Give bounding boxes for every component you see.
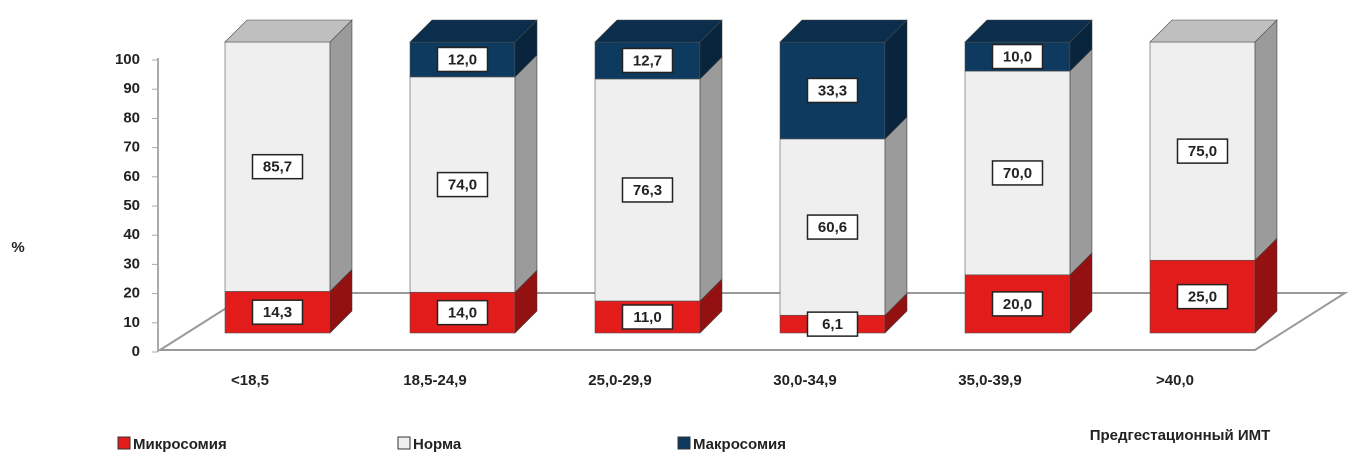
bar-side-shade	[515, 54, 537, 293]
data-label-box	[991, 160, 1044, 186]
data-label-box	[806, 77, 859, 104]
legend-label: Макросомия	[693, 436, 786, 453]
x-tick-label: 25,0-29,9	[588, 372, 651, 389]
data-label-box	[251, 299, 304, 325]
data-label: 70,0	[1003, 165, 1032, 182]
data-label: 75,0	[1188, 143, 1217, 160]
y-tick-label: 20	[123, 285, 140, 302]
data-label: 76,3	[633, 182, 662, 199]
data-label: 85,7	[263, 159, 292, 176]
data-label: 6,1	[822, 316, 843, 333]
data-label-box	[806, 214, 859, 240]
bar-side-shade	[700, 20, 722, 79]
data-label-box	[621, 304, 674, 330]
data-label: 60,6	[818, 219, 847, 236]
data-label-box	[1176, 138, 1229, 164]
x-tick-label: >40,0	[1156, 372, 1194, 389]
y-axis-title: %	[11, 239, 24, 256]
y-tick-label: 90	[123, 80, 140, 97]
bar-top-shade	[595, 20, 722, 42]
legend-swatch	[117, 436, 131, 450]
data-label: 25,0	[1188, 289, 1217, 306]
data-label: 20,0	[1003, 296, 1032, 313]
y-tick-label: 60	[123, 168, 140, 185]
data-label-box	[1176, 283, 1229, 310]
bar-top-shade	[1150, 20, 1277, 42]
data-label-box	[621, 47, 674, 74]
data-label-box	[436, 46, 489, 73]
bar-side-shade	[1070, 49, 1092, 275]
bar-side-shade	[700, 56, 722, 301]
y-tick-label: 70	[123, 139, 140, 156]
bar-side-shade	[1255, 20, 1277, 261]
y-tick-label: 10	[123, 314, 140, 331]
legend-swatch	[397, 436, 411, 450]
bar-side-shade	[515, 270, 537, 333]
bar-side-shade	[885, 116, 907, 316]
bar-top-shade	[410, 20, 537, 42]
data-label-box	[991, 43, 1044, 70]
bar-top-shade	[780, 20, 907, 42]
bar-side-shade	[1255, 238, 1277, 333]
bar-top	[964, 19, 1093, 43]
y-tick-label: 40	[123, 226, 140, 243]
y-tick-label: 80	[123, 109, 140, 126]
bar-side-shade	[330, 269, 352, 333]
data-label-box	[251, 153, 304, 180]
bar-top	[1149, 19, 1278, 43]
bar-top	[409, 19, 538, 43]
bar-top	[779, 19, 908, 43]
y-tick-label: 100	[115, 51, 140, 68]
bar-side-shade	[700, 278, 722, 333]
data-label: 12,0	[448, 51, 477, 68]
x-axis-title: Предгестационный ИМТ	[1090, 427, 1271, 444]
bar-side-shade	[885, 293, 907, 333]
y-tick-label: 0	[132, 343, 140, 360]
bar-side-shade	[1070, 20, 1092, 72]
data-label-box	[991, 291, 1044, 317]
data-label: 33,3	[818, 82, 847, 99]
bar-side-shade	[515, 20, 537, 77]
data-label: 10,0	[1003, 49, 1032, 66]
data-label: 11,0	[633, 309, 661, 326]
y-tick-label: 30	[123, 255, 140, 272]
data-label: 12,7	[633, 52, 662, 69]
bar-top	[224, 19, 353, 43]
legend-label: Микросомия	[133, 436, 227, 453]
legend-swatch	[677, 436, 691, 450]
data-label: 14,0	[448, 305, 477, 322]
data-label: 74,0	[448, 177, 477, 194]
bar-top	[594, 19, 723, 43]
bar-top-shade	[965, 20, 1092, 42]
bar-side-shade	[1070, 252, 1092, 333]
legend-label: Норма	[413, 436, 462, 453]
data-label-box	[621, 177, 674, 203]
y-tick-label: 50	[123, 197, 140, 214]
bar-side-shade	[885, 20, 907, 139]
bar-side-shade	[330, 20, 352, 292]
data-label-box	[436, 299, 489, 326]
x-tick-label: 18,5-24,9	[403, 372, 466, 389]
data-label-box	[436, 171, 489, 198]
data-label-box	[806, 311, 859, 337]
x-tick-label: 35,0-39,9	[958, 372, 1021, 389]
x-tick-label: <18,5	[231, 372, 269, 389]
x-tick-label: 30,0-34,9	[773, 372, 836, 389]
data-label: 14,3	[263, 304, 292, 321]
bar-top-shade	[225, 20, 352, 42]
